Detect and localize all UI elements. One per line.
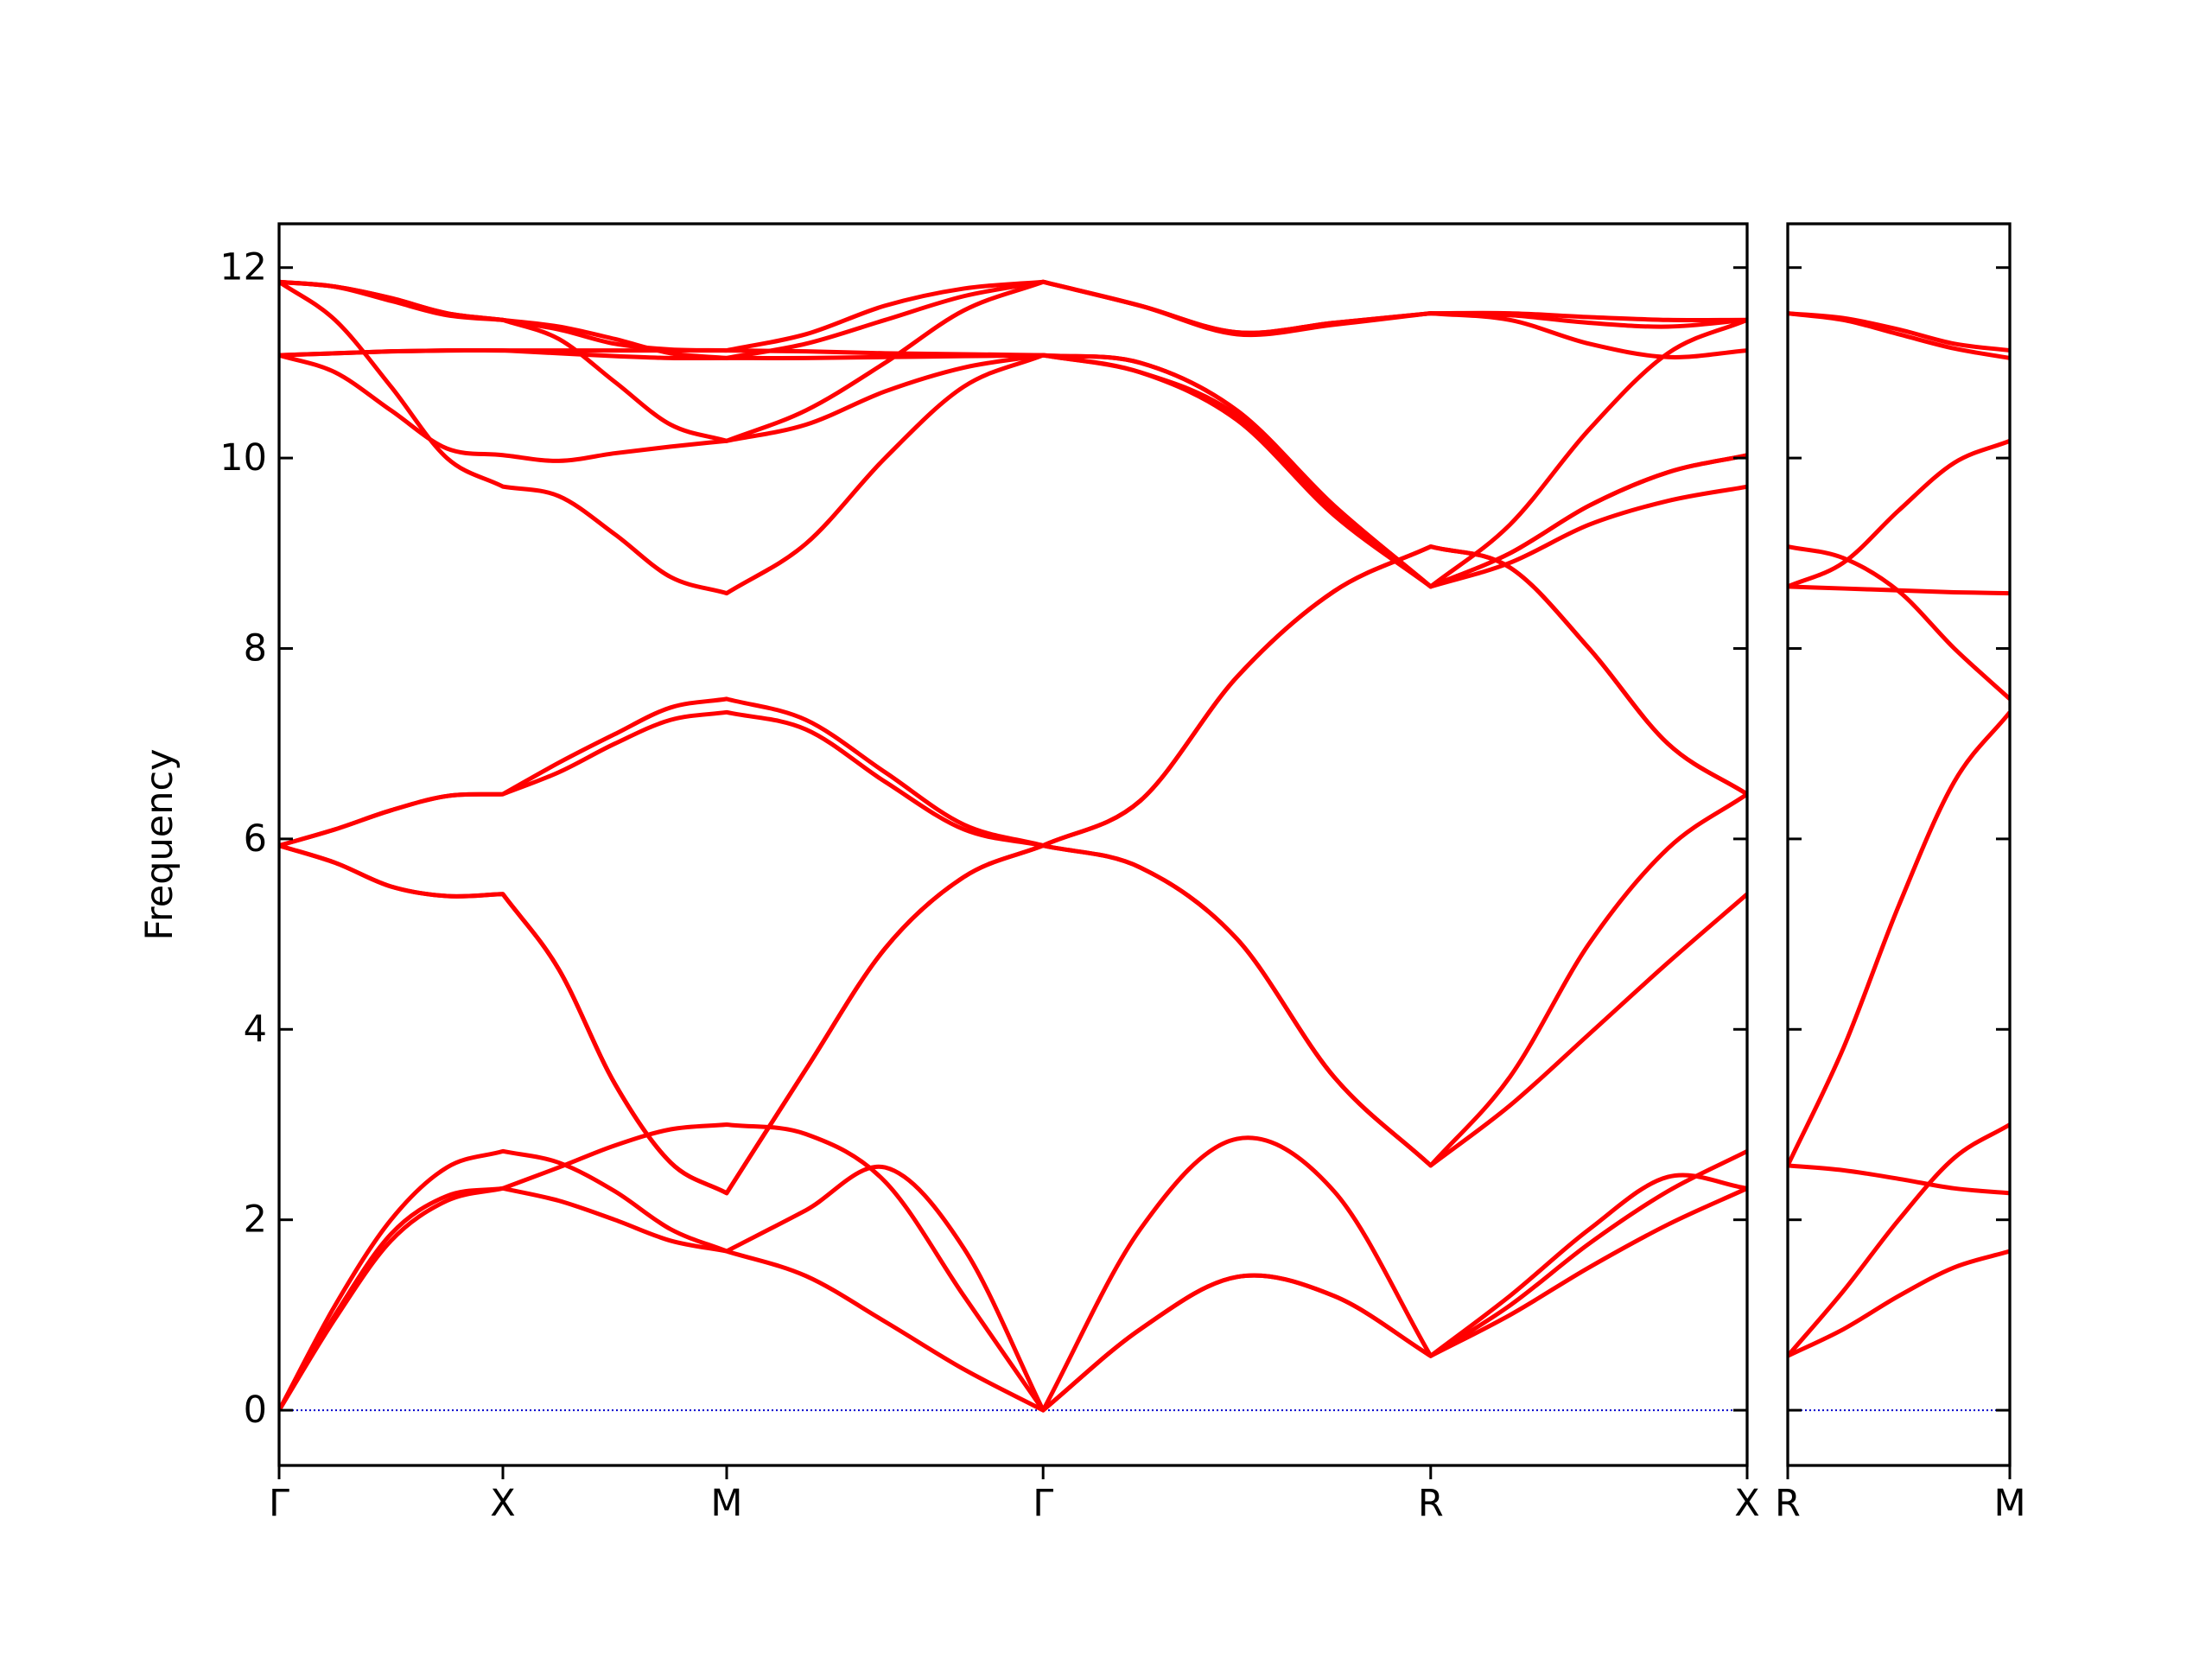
y-tick-label: 8 [244,626,267,670]
x-tick-label: M [1993,1482,2025,1525]
band-line [1788,311,2010,353]
x-tick-label: X [1734,1482,1759,1525]
band-line [1788,1249,2010,1358]
plot-area [1788,311,2010,1358]
band-line [279,1185,1747,1413]
band-line [1788,584,2010,596]
band-line [279,792,1747,1196]
y-tick-label: 12 [219,246,267,289]
x-tick-label: Γ [1033,1482,1053,1525]
y-axis-label: Frequency [138,748,181,940]
y-tick-label: 4 [244,1007,267,1051]
x-tick-label: X [490,1482,515,1525]
band-line [279,1135,1747,1413]
axes-frame [1786,222,2012,1467]
plot-area [279,279,1747,1413]
band-line [279,544,1747,849]
y-tick-label: 6 [244,817,267,861]
band-line [279,1122,1747,1413]
x-tick-label: Γ [269,1482,289,1525]
band-line [1788,1163,2010,1196]
y-tick-label: 10 [219,436,267,480]
band-line [279,279,1747,353]
band-line [1788,438,2010,589]
band-line [1788,1122,2010,1357]
y-tick-label: 0 [244,1389,267,1432]
band-line [279,280,1747,596]
x-tick-label: R [1418,1482,1444,1525]
y-tick-label: 2 [244,1198,267,1242]
axes-frame [277,222,1749,1467]
band-line [279,347,1747,589]
x-tick-label: R [1775,1482,1801,1525]
x-tick-label: M [710,1482,742,1525]
band-line [1788,710,2010,1166]
